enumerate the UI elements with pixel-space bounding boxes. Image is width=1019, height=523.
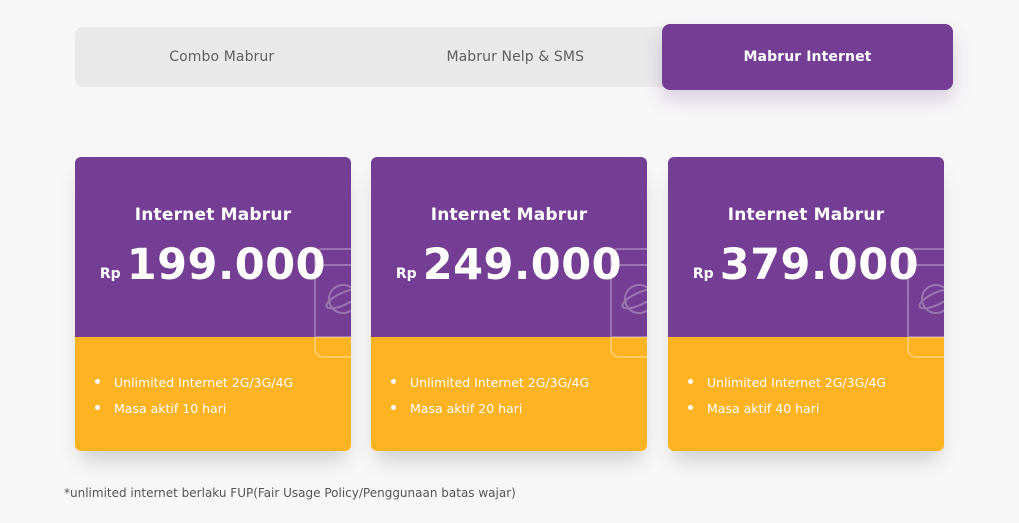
phone-globe-icon — [314, 248, 351, 337]
tab-label: Mabrur Internet — [743, 49, 872, 65]
price: Rp 379.000 — [668, 239, 944, 291]
phone-globe-icon — [907, 337, 944, 358]
package-card[interactable]: Internet Mabrur Rp 199.000 Unlimited Int… — [75, 157, 351, 451]
phone-globe-icon — [907, 248, 944, 337]
price-amount: 379.000 — [719, 240, 920, 290]
feature-list: Unlimited Internet 2G/3G/4G Masa aktif 1… — [95, 369, 293, 421]
card-features: Unlimited Internet 2G/3G/4G Masa aktif 1… — [75, 337, 351, 451]
card-title: Internet Mabrur — [134, 205, 292, 225]
feature-list: Unlimited Internet 2G/3G/4G Masa aktif 4… — [688, 369, 886, 421]
list-item: Masa aktif 20 hari — [391, 395, 589, 421]
card-header: Internet Mabrur Rp 249.000 — [371, 157, 647, 337]
price-amount: 199.000 — [126, 240, 327, 290]
feature-text: Unlimited Internet 2G/3G/4G — [410, 374, 590, 390]
card-title: Internet Mabrur — [727, 205, 885, 225]
package-card[interactable]: Internet Mabrur Rp 249.000 Unlimited Int… — [371, 157, 647, 451]
price: Rp 249.000 — [371, 239, 647, 291]
card-features: Unlimited Internet 2G/3G/4G Masa aktif 4… — [668, 337, 944, 451]
card-title: Internet Mabrur — [430, 205, 588, 225]
tab-label: Mabrur Nelp & SMS — [446, 49, 585, 65]
feature-text: Unlimited Internet 2G/3G/4G — [114, 374, 294, 390]
list-item: Masa aktif 10 hari — [95, 395, 293, 421]
bullet-icon — [688, 404, 693, 410]
feature-text: Masa aktif 40 hari — [707, 400, 820, 416]
card-header: Internet Mabrur Rp 379.000 — [668, 157, 944, 337]
card-features: Unlimited Internet 2G/3G/4G Masa aktif 2… — [371, 337, 647, 451]
currency-label: Rp — [99, 266, 121, 282]
feature-text: Unlimited Internet 2G/3G/4G — [707, 374, 887, 390]
feature-list: Unlimited Internet 2G/3G/4G Masa aktif 2… — [391, 369, 589, 421]
list-item: Masa aktif 40 hari — [688, 395, 886, 421]
tab-combo-mabrur[interactable]: Combo Mabrur — [75, 27, 369, 87]
bullet-icon — [95, 378, 100, 384]
phone-globe-icon — [314, 337, 351, 358]
package-card[interactable]: Internet Mabrur Rp 379.000 Unlimited Int… — [668, 157, 944, 451]
feature-text: Masa aktif 20 hari — [410, 400, 523, 416]
list-item: Unlimited Internet 2G/3G/4G — [95, 369, 293, 395]
list-item: Unlimited Internet 2G/3G/4G — [688, 369, 886, 395]
price: Rp 199.000 — [75, 239, 351, 291]
card-header: Internet Mabrur Rp 199.000 — [75, 157, 351, 337]
bullet-icon — [688, 378, 693, 384]
tab-label: Combo Mabrur — [169, 49, 275, 65]
package-cards: Internet Mabrur Rp 199.000 Unlimited Int… — [75, 157, 945, 451]
price-amount: 249.000 — [422, 240, 623, 290]
bullet-icon — [95, 404, 100, 410]
list-item: Unlimited Internet 2G/3G/4G — [391, 369, 589, 395]
tab-mabrur-internet[interactable]: Mabrur Internet — [662, 24, 953, 90]
bullet-icon — [391, 404, 396, 410]
currency-label: Rp — [692, 266, 714, 282]
package-tabs: Combo Mabrur Mabrur Nelp & SMS Mabrur In… — [75, 24, 953, 90]
feature-text: Masa aktif 10 hari — [114, 400, 227, 416]
fup-footnote: *unlimited internet berlaku FUP(Fair Usa… — [64, 486, 516, 500]
phone-globe-icon — [610, 337, 647, 358]
tab-mabrur-nelp-sms[interactable]: Mabrur Nelp & SMS — [369, 27, 663, 87]
bullet-icon — [391, 378, 396, 384]
phone-globe-icon — [610, 248, 647, 337]
currency-label: Rp — [395, 266, 417, 282]
